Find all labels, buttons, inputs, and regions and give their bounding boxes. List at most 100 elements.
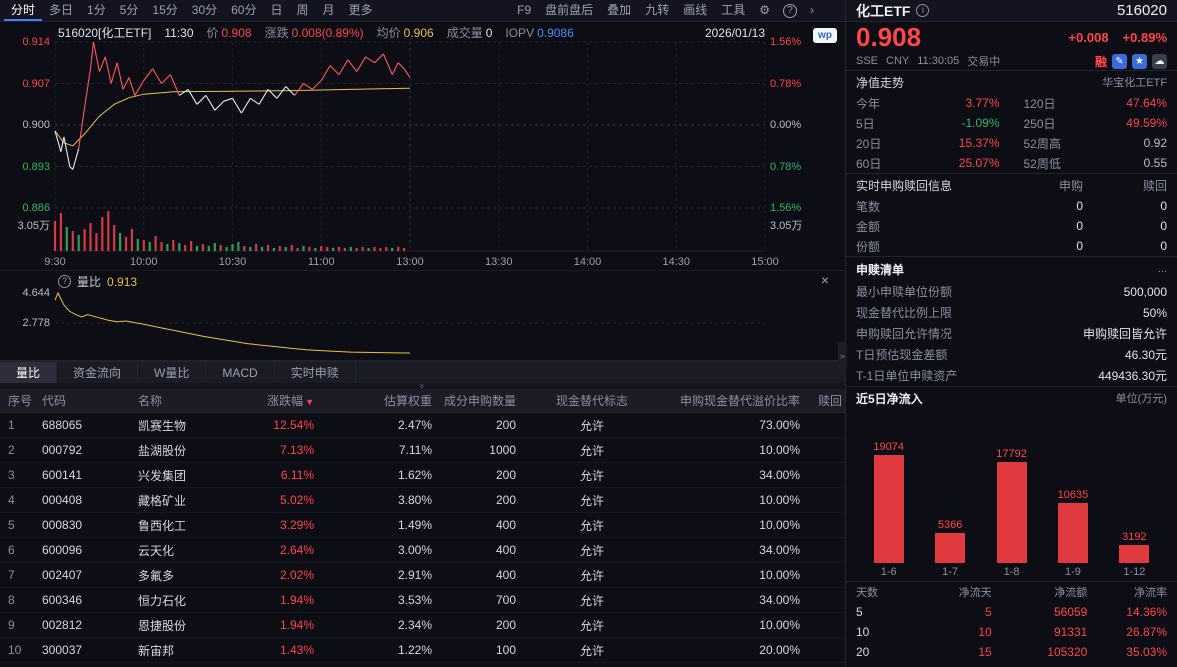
cloud-icon[interactable]: ☁ [1152, 53, 1167, 69]
cell: 6 [8, 543, 15, 557]
expand-icon[interactable]: › [810, 3, 814, 17]
item-value: 50% [1142, 305, 1167, 320]
cell: 1.94% [279, 593, 314, 607]
table-row[interactable]: 9 002812 恩捷股份 1.94% 2.34% 200 允许 10.00% [0, 613, 845, 638]
subscribe-value: 0 [1076, 239, 1083, 253]
redeem-value: 0 [1160, 239, 1167, 253]
splitter-handle[interactable]: » [0, 383, 845, 389]
cell: 2.34% [397, 618, 432, 632]
stat-label: 60日 [856, 156, 882, 171]
subchart-tab[interactable]: 资金流向 [57, 362, 139, 383]
bar[interactable] [1119, 544, 1150, 563]
toolbar-period[interactable]: 周 [296, 3, 309, 17]
table-row[interactable]: 4 000408 藏格矿业 5.02% 3.80% 200 允许 10.00% [0, 488, 845, 513]
table-header-row: 序号 代码 名称 涨跌幅 ▼ 估算权重 成分申购数量 现金替代标志 申购现金替代溢价比率 赎回 [0, 389, 845, 413]
item-label: T日预估现金差额 [856, 348, 948, 362]
toolbar-period[interactable]: 多日 [49, 3, 74, 17]
toolbar-tool[interactable]: 叠加 [607, 3, 632, 17]
y-axis-pct-label: 0.78% [770, 160, 802, 173]
stat-value: 15.37% [958, 136, 1000, 150]
column-header[interactable]: 估算权重 [383, 394, 432, 408]
help-icon[interactable]: ? [58, 275, 71, 288]
cell: 鲁西化工 [138, 518, 187, 533]
table-row[interactable]: 5 000830 鲁西化工 3.29% 1.49% 400 允许 10.00% [0, 513, 845, 538]
column-header[interactable]: 赎回 [818, 394, 843, 408]
list-item: 申购赎回允许情况 申购赎回皆允许 [856, 323, 1167, 344]
table-row[interactable]: 2 000792 盐湖股份 7.13% 7.11% 1000 允许 10.00% [0, 438, 845, 463]
toolbar-tool[interactable]: 画线 [683, 3, 708, 17]
item-label: 申购赎回允许情况 [856, 327, 953, 341]
toolbar-period[interactable]: 5分 [119, 3, 139, 17]
table-row[interactable]: 8 600346 恒力石化 1.94% 3.53% 700 允许 34.00% [0, 588, 845, 613]
subchart-tab[interactable]: 实时申赎 [275, 362, 356, 383]
net-inflow-section: 近5日净流入 单位(万元) 19074 1-6 5366 1-7 17792 1-8 106… [846, 386, 1177, 581]
bar[interactable] [873, 455, 904, 563]
subchart-tab[interactable]: MACD [206, 362, 275, 383]
column-header[interactable]: 名称 [138, 394, 163, 408]
volume-ratio-panel[interactable]: ? 量比 0.913 × 4.644 2.778 [0, 271, 845, 361]
inflow-bar-chart: 19074 1-6 5366 1-7 17792 1-8 10635 1-9 3192 1-12 [856, 409, 1167, 581]
table-row[interactable]: 6 600096 云天化 2.64% 3.00% 400 允许 34.00% [0, 538, 845, 563]
time-label: 10:00 [129, 256, 158, 268]
toolbar-period[interactable]: 30分 [191, 3, 218, 17]
table-row[interactable]: 3 600141 兴发集团 6.11% 1.62% 200 允许 34.00% [0, 463, 845, 488]
price-volume-svg [53, 41, 766, 252]
edit-icon[interactable]: ✎ [1112, 53, 1127, 69]
toolbar-period[interactable]: 分时 [4, 0, 42, 21]
item-value: 449436.30元 [1098, 369, 1167, 383]
toolbar-period[interactable]: 更多 [348, 3, 373, 17]
table-row[interactable]: 10 300037 新宙邦 1.43% 1.22% 100 允许 20.00% [0, 638, 845, 663]
column-header[interactable]: 申购现金替代溢价比率 [679, 394, 800, 408]
column-header[interactable]: 涨跌幅 ▼ [267, 394, 314, 408]
time-label: 11:00 [307, 256, 335, 268]
section-title-redemption: 申赎清单 [856, 262, 905, 277]
cell: 5 [856, 605, 863, 619]
table-row[interactable]: 1 688065 凯赛生物 12.54% 2.47% 200 允许 73.00% [0, 413, 845, 438]
cell: 600096 [42, 543, 83, 557]
table-row[interactable]: 7 002407 多氟多 2.02% 2.91% 400 允许 10.00% [0, 563, 845, 588]
gear-icon[interactable]: ⚙ [759, 3, 770, 17]
subchart-tab[interactable]: W量比 [138, 362, 207, 383]
cell: 10.00% [759, 518, 800, 532]
subchart-tab[interactable]: 量比 [0, 362, 58, 383]
toolbar-tool[interactable]: F9 [517, 3, 532, 17]
column-header[interactable]: 序号 [8, 394, 33, 408]
more-button[interactable]: ... [1157, 263, 1167, 275]
column-header[interactable]: 代码 [42, 394, 67, 408]
cell: 新宙邦 [138, 643, 175, 658]
toolbar-period[interactable]: 日 [270, 3, 283, 17]
column-header[interactable]: 成分申购数量 [443, 394, 516, 408]
collapse-panel-handle[interactable]: » [838, 342, 847, 370]
toolbar-period[interactable]: 月 [322, 3, 335, 17]
stat-label: 120日 [1023, 96, 1056, 111]
column-header[interactable]: 现金替代标志 [555, 394, 628, 408]
cell: 10.00% [759, 443, 800, 457]
toolbar-tool[interactable]: 工具 [721, 3, 746, 17]
bar-column: 3192 1-12 [1104, 409, 1165, 581]
bar[interactable] [935, 532, 966, 563]
bar-x-label: 1-12 [1123, 566, 1146, 578]
intraday-chart[interactable]: 516020[化工ETF] 11:30 价 0.908 涨跌 0.008(0.89%… [0, 22, 845, 255]
netflow-row: 5 5 56059 14.36% [856, 602, 1167, 622]
bar[interactable] [996, 462, 1027, 563]
close-icon[interactable]: × [820, 272, 829, 288]
cell: 000830 [42, 518, 83, 532]
symbol-label: 516020[化工ETF] [58, 26, 152, 40]
help-icon[interactable]: ? [783, 3, 797, 18]
toolbar-period[interactable]: 15分 [152, 3, 178, 17]
cell: 1.49% [397, 518, 432, 532]
cell: 2.02% [279, 568, 314, 582]
toolbar-period[interactable]: 1分 [87, 3, 106, 17]
toolbar-tool[interactable]: 九转 [645, 3, 670, 17]
toolbar-tool[interactable]: 盘前盘后 [545, 3, 594, 17]
cell: 400 [495, 518, 516, 532]
cell: 3.53% [397, 593, 432, 607]
cell: 5 [985, 605, 992, 619]
toolbar-period[interactable]: 60分 [231, 3, 257, 17]
bar-value-label: 10635 [1057, 488, 1089, 501]
cell: 允许 [579, 518, 604, 533]
favorite-icon[interactable]: ★ [1132, 53, 1147, 69]
info-icon[interactable]: i [916, 4, 930, 17]
cell: 105320 [1047, 645, 1088, 659]
bar[interactable] [1057, 502, 1088, 563]
